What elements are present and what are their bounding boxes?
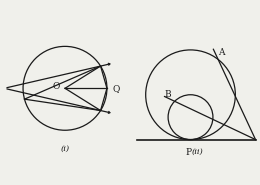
Text: O: O (52, 82, 60, 91)
Text: B: B (165, 90, 171, 99)
Text: (i): (i) (60, 145, 70, 153)
Text: P: P (185, 148, 191, 157)
Text: A: A (218, 48, 225, 57)
Text: (ii): (ii) (191, 148, 203, 156)
Text: Q: Q (113, 84, 120, 93)
